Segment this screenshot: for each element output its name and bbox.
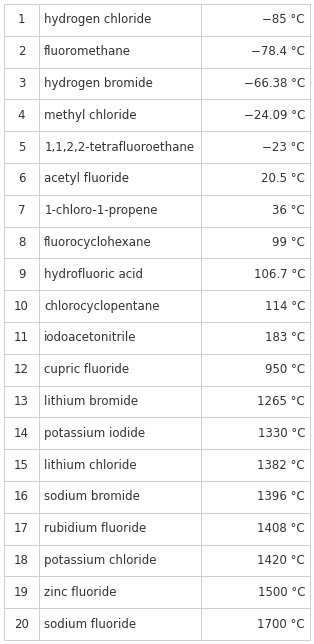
Text: chlorocyclopentane: chlorocyclopentane: [44, 299, 160, 312]
Text: −66.38 °C: −66.38 °C: [244, 77, 305, 90]
Text: 2: 2: [18, 45, 25, 58]
Text: iodoacetonitrile: iodoacetonitrile: [44, 332, 137, 345]
Text: hydrofluoric acid: hydrofluoric acid: [44, 268, 143, 281]
Text: sodium fluoride: sodium fluoride: [44, 618, 136, 630]
Text: lithium chloride: lithium chloride: [44, 459, 137, 471]
Text: 1,1,2,2-tetrafluoroethane: 1,1,2,2-tetrafluoroethane: [44, 140, 194, 154]
Text: fluoromethane: fluoromethane: [44, 45, 131, 58]
Text: 1-chloro-1-propene: 1-chloro-1-propene: [44, 204, 158, 217]
Text: 1330 °C: 1330 °C: [257, 427, 305, 440]
Text: 950 °C: 950 °C: [265, 363, 305, 376]
Text: 1396 °C: 1396 °C: [257, 490, 305, 504]
Text: 1420 °C: 1420 °C: [257, 554, 305, 567]
Text: 20: 20: [14, 618, 29, 630]
Text: 1382 °C: 1382 °C: [257, 459, 305, 471]
Text: potassium chloride: potassium chloride: [44, 554, 157, 567]
Text: 1408 °C: 1408 °C: [257, 522, 305, 535]
Text: 12: 12: [14, 363, 29, 376]
Text: 14: 14: [14, 427, 29, 440]
Text: 1: 1: [18, 14, 25, 26]
Text: 10: 10: [14, 299, 29, 312]
Text: 15: 15: [14, 459, 29, 471]
Text: 7: 7: [18, 204, 25, 217]
Text: hydrogen bromide: hydrogen bromide: [44, 77, 153, 90]
Text: 6: 6: [18, 173, 25, 185]
Text: 11: 11: [14, 332, 29, 345]
Text: 183 °C: 183 °C: [265, 332, 305, 345]
Text: 3: 3: [18, 77, 25, 90]
Text: −24.09 °C: −24.09 °C: [244, 109, 305, 122]
Text: lithium bromide: lithium bromide: [44, 395, 138, 408]
Text: 17: 17: [14, 522, 29, 535]
Text: 99 °C: 99 °C: [272, 236, 305, 249]
Text: 1700 °C: 1700 °C: [257, 618, 305, 630]
Text: 114 °C: 114 °C: [265, 299, 305, 312]
Text: 8: 8: [18, 236, 25, 249]
Text: rubidium fluoride: rubidium fluoride: [44, 522, 146, 535]
Text: potassium iodide: potassium iodide: [44, 427, 145, 440]
Text: −85 °C: −85 °C: [263, 14, 305, 26]
Text: −23 °C: −23 °C: [263, 140, 305, 154]
Text: 19: 19: [14, 586, 29, 599]
Text: 13: 13: [14, 395, 29, 408]
Text: sodium bromide: sodium bromide: [44, 490, 140, 504]
Text: 1500 °C: 1500 °C: [257, 586, 305, 599]
Text: hydrogen chloride: hydrogen chloride: [44, 14, 152, 26]
Text: −78.4 °C: −78.4 °C: [251, 45, 305, 58]
Text: 36 °C: 36 °C: [272, 204, 305, 217]
Text: 4: 4: [18, 109, 25, 122]
Text: fluorocyclohexane: fluorocyclohexane: [44, 236, 152, 249]
Text: 18: 18: [14, 554, 29, 567]
Text: 5: 5: [18, 140, 25, 154]
Text: 106.7 °C: 106.7 °C: [253, 268, 305, 281]
Text: methyl chloride: methyl chloride: [44, 109, 137, 122]
Text: 9: 9: [18, 268, 25, 281]
Text: 20.5 °C: 20.5 °C: [261, 173, 305, 185]
Text: 16: 16: [14, 490, 29, 504]
Text: zinc fluoride: zinc fluoride: [44, 586, 117, 599]
Text: 1265 °C: 1265 °C: [257, 395, 305, 408]
Text: acetyl fluoride: acetyl fluoride: [44, 173, 129, 185]
Text: cupric fluoride: cupric fluoride: [44, 363, 129, 376]
